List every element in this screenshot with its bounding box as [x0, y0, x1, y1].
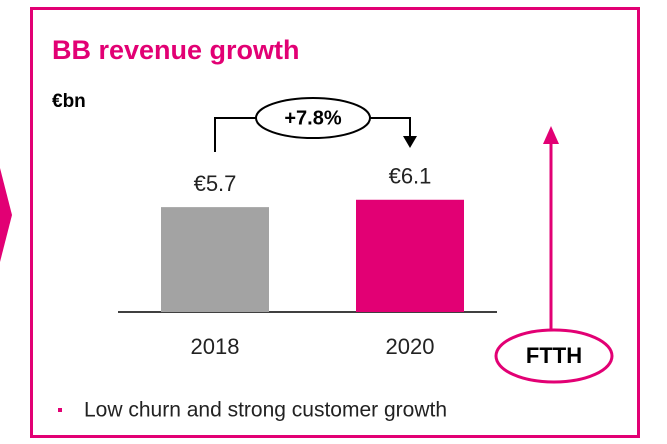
- value-label: €5.7: [194, 171, 237, 196]
- y-axis-label: €bn: [52, 91, 86, 112]
- x-tick-label: 2018: [191, 334, 240, 359]
- side-arrow: [0, 168, 12, 262]
- change-ellipse: [255, 97, 371, 139]
- value-label: €6.1: [389, 164, 432, 189]
- bracket-arrowhead: [403, 136, 417, 148]
- note: Low churn and strong customer growth: [84, 399, 447, 422]
- ftth-arrowhead: [543, 126, 559, 144]
- bracket-right: [370, 117, 411, 138]
- bracket-left: [214, 117, 256, 152]
- bar: [356, 199, 464, 312]
- x-tick-label: 2020: [386, 334, 435, 359]
- ftth-label: FTTH: [526, 343, 582, 368]
- chart-title: BB revenue growth: [52, 35, 300, 65]
- frame: [30, 7, 640, 438]
- ftth-ellipse: [494, 328, 614, 384]
- bullet: [58, 408, 62, 412]
- bar: [161, 207, 269, 312]
- change-label: +7.8%: [284, 107, 341, 129]
